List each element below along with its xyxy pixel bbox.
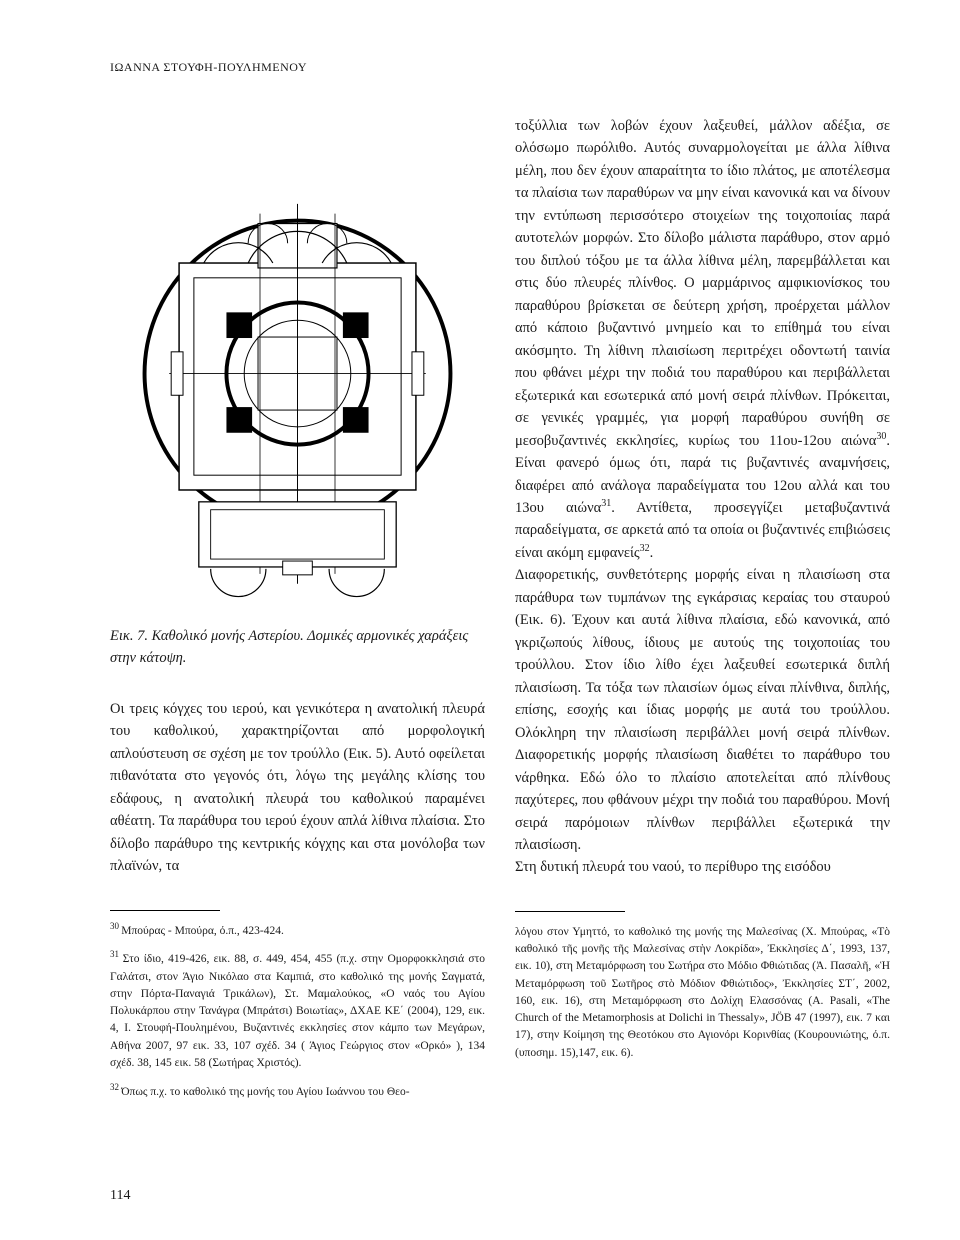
figure-caption: Εικ. 7. Καθολικό μονής Αστερίου. Δομικές… [110, 626, 485, 670]
footnote-rule-right [515, 911, 625, 912]
right-column: τοξύλλια των λοβών έχουν λαξευθεί, μάλλο… [515, 115, 890, 1112]
footnote-32: 32 Όπως π.χ. το καθολικό της μονής του Α… [110, 1084, 485, 1101]
footnotes-right: λόγου στον Υμηττό, το καθολικό της μονής… [515, 924, 890, 1062]
right-body-text: τοξύλλια των λοβών έχουν λαξευθεί, μάλλο… [515, 115, 890, 879]
footnote-30: 30 Μπούρας - Μπούρα, ό.π., 423-424. [110, 923, 485, 940]
figure-plan [110, 115, 485, 608]
right-paragraph-2: Διαφορετικής, συνθετότερης μορφής είναι … [515, 564, 890, 856]
footnote-right-cont: λόγου στον Υμηττό, το καθολικό της μονής… [515, 924, 890, 1062]
footnote-31: 31 Στο ίδιο, 419-426, εικ. 88, σ. 449, 4… [110, 951, 485, 1072]
right-paragraph-1: τοξύλλια των λοβών έχουν λαξευθεί, μάλλο… [515, 115, 890, 564]
footnotes-left: 30 Μπούρας - Μπούρα, ό.π., 423-424. 31 Σ… [110, 923, 485, 1101]
right-paragraph-3: Στη δυτική πλευρά του ναού, το περίθυρο … [515, 856, 890, 878]
plan-drawing-svg [110, 115, 485, 608]
page-number: 114 [110, 1188, 130, 1204]
running-head: ΙΩΑΝΝΑ ΣΤΟΥΦΗ-ΠΟΥΛΗΜΕΝΟΥ [110, 60, 890, 75]
two-column-content: Εικ. 7. Καθολικό μονής Αστερίου. Δομικές… [110, 115, 890, 1112]
footnote-rule-left [110, 910, 220, 911]
left-paragraph: Οι τρεις κόγχες του ιερού, και γενικότερ… [110, 698, 485, 878]
left-column: Εικ. 7. Καθολικό μονής Αστερίου. Δομικές… [110, 115, 485, 1112]
left-body-text: Οι τρεις κόγχες του ιερού, και γενικότερ… [110, 698, 485, 878]
